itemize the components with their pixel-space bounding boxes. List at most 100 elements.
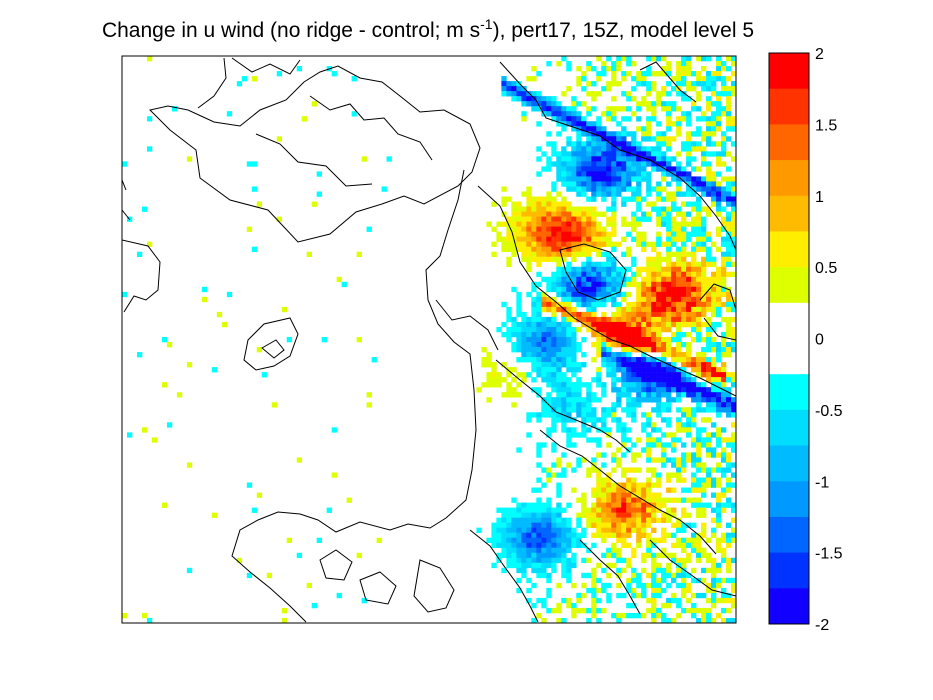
field-cell xyxy=(541,557,547,564)
field-cell xyxy=(686,121,692,127)
field-cell xyxy=(651,166,657,172)
field-cell xyxy=(671,592,677,599)
field-cell xyxy=(611,66,617,72)
field-cell xyxy=(706,106,712,112)
field-cell xyxy=(656,607,662,614)
field-cell xyxy=(711,447,717,453)
field-cell xyxy=(551,372,557,378)
field-cell xyxy=(611,552,617,559)
field-cell xyxy=(606,181,612,187)
field-cell xyxy=(661,552,667,559)
field-cell xyxy=(356,251,362,258)
field-cell xyxy=(711,116,717,122)
field-cell xyxy=(516,532,522,538)
field-cell xyxy=(611,206,617,212)
field-cell xyxy=(566,121,572,127)
field-cell xyxy=(491,537,497,544)
field-cell xyxy=(586,392,592,398)
field-cell xyxy=(521,241,527,247)
field-cell xyxy=(556,176,562,182)
field-cell xyxy=(696,502,702,508)
field-cell xyxy=(646,507,652,513)
field-cell xyxy=(681,276,687,283)
field-cell xyxy=(726,592,732,599)
field-cell xyxy=(536,316,542,323)
field-cell xyxy=(541,482,547,488)
field-cell xyxy=(551,417,557,423)
field-cell xyxy=(681,301,687,308)
field-cell xyxy=(626,347,632,353)
field-cell xyxy=(621,146,627,152)
field-cell xyxy=(686,316,692,323)
field-cell xyxy=(731,532,736,538)
field-cell xyxy=(586,226,592,232)
field-cell xyxy=(631,301,637,308)
chart-title: Change in u wind (no ridge - control; m … xyxy=(102,16,754,42)
field-cell xyxy=(561,251,567,258)
field-cell xyxy=(486,372,492,378)
field-cell xyxy=(631,467,637,473)
field-cell xyxy=(681,582,687,589)
field-cell xyxy=(606,562,612,569)
field-cell xyxy=(651,612,657,619)
field-cell xyxy=(561,321,567,328)
field-cell xyxy=(646,121,652,127)
field-cell xyxy=(661,281,667,288)
field-cell xyxy=(511,251,517,258)
field-cell xyxy=(641,151,647,157)
field-cell xyxy=(681,296,687,303)
field-cell xyxy=(611,492,617,498)
field-cell xyxy=(681,256,687,263)
field-cell xyxy=(701,186,707,192)
field-cell xyxy=(601,296,607,303)
field-cell xyxy=(706,377,712,383)
field-cell xyxy=(631,567,637,574)
field-cell xyxy=(626,61,632,67)
field-cell xyxy=(701,291,707,298)
field-cell xyxy=(581,261,587,268)
field-cell xyxy=(681,507,687,513)
field-cell xyxy=(501,552,507,559)
field-cell xyxy=(731,377,736,383)
field-cell xyxy=(541,196,547,202)
field-cell xyxy=(726,377,732,383)
field-cell xyxy=(676,106,682,112)
field-cell xyxy=(616,106,622,112)
field-cell xyxy=(676,417,682,423)
field-cell xyxy=(706,191,712,197)
field-cell xyxy=(681,542,687,549)
field-cell xyxy=(556,532,562,538)
field-cell xyxy=(616,507,622,513)
field-cell xyxy=(581,402,587,408)
field-cell xyxy=(701,552,707,559)
field-cell xyxy=(556,331,562,338)
field-cell xyxy=(551,532,557,538)
field-cell xyxy=(586,136,592,142)
field-cell xyxy=(716,357,722,363)
field-cell xyxy=(696,352,702,358)
field-cell xyxy=(556,261,562,268)
field-cell xyxy=(571,126,577,132)
field-cell xyxy=(616,171,622,177)
field-cell xyxy=(631,527,637,533)
field-cell xyxy=(701,296,707,303)
field-cell xyxy=(731,557,736,564)
field-cell xyxy=(256,492,263,498)
field-cell xyxy=(701,181,707,187)
field-cell xyxy=(511,211,517,217)
field-cell xyxy=(586,467,592,473)
field-cell xyxy=(666,136,672,142)
field-cell xyxy=(641,316,647,323)
field-cell xyxy=(686,146,692,152)
field-cell xyxy=(706,176,712,182)
field-cell xyxy=(656,101,662,107)
field-cell xyxy=(666,517,672,523)
field-cell xyxy=(546,562,552,569)
field-cell xyxy=(671,106,677,112)
field-cell xyxy=(726,372,732,378)
field-cell xyxy=(626,507,632,513)
field-cell xyxy=(321,336,327,343)
field-cell xyxy=(616,462,622,468)
field-cell xyxy=(681,71,687,77)
field-cell xyxy=(586,251,592,258)
